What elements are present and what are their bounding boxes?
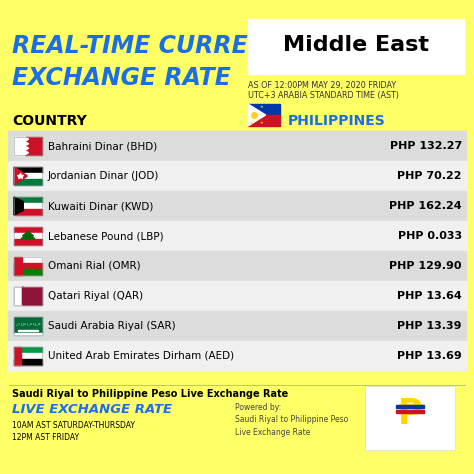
Bar bbox=[14, 317, 42, 335]
Text: ₱: ₱ bbox=[397, 397, 422, 431]
Polygon shape bbox=[22, 287, 26, 290]
Bar bbox=[14, 257, 22, 275]
Bar bbox=[14, 239, 42, 245]
Text: United Arab Emirates Dirham (AED): United Arab Emirates Dirham (AED) bbox=[48, 351, 234, 361]
Text: Lebanese Pound (LBP): Lebanese Pound (LBP) bbox=[48, 231, 164, 241]
Bar bbox=[8, 131, 466, 161]
Polygon shape bbox=[25, 142, 28, 146]
Bar bbox=[14, 347, 42, 353]
Bar bbox=[14, 137, 25, 155]
Bar bbox=[8, 221, 466, 251]
Bar bbox=[14, 137, 42, 155]
Bar bbox=[396, 410, 424, 413]
Bar bbox=[14, 287, 42, 305]
Text: AS OF 12:00PM MAY 29, 2020 FRIDAY: AS OF 12:00PM MAY 29, 2020 FRIDAY bbox=[248, 81, 396, 90]
Text: ★: ★ bbox=[249, 121, 253, 125]
Bar bbox=[14, 197, 42, 215]
Bar bbox=[14, 287, 22, 305]
Bar bbox=[8, 281, 466, 311]
Text: Saudi Arabia Riyal (SAR): Saudi Arabia Riyal (SAR) bbox=[48, 321, 176, 331]
Text: LIVE EXCHANGE RATE: LIVE EXCHANGE RATE bbox=[12, 403, 172, 416]
Polygon shape bbox=[25, 137, 28, 142]
Bar bbox=[14, 263, 42, 269]
Bar bbox=[14, 317, 42, 335]
Bar bbox=[14, 209, 42, 215]
Bar bbox=[14, 167, 42, 185]
Bar bbox=[14, 197, 42, 203]
Polygon shape bbox=[22, 290, 26, 292]
Text: PHP 132.27: PHP 132.27 bbox=[390, 141, 462, 151]
Bar bbox=[14, 233, 42, 239]
Bar bbox=[8, 341, 466, 371]
Text: EXCHANGE RATE: EXCHANGE RATE bbox=[12, 66, 231, 90]
Text: Bahraini Dinar (BHD): Bahraini Dinar (BHD) bbox=[48, 141, 157, 151]
Polygon shape bbox=[22, 300, 26, 302]
Text: PHP 162.24: PHP 162.24 bbox=[389, 201, 462, 211]
Text: PHP 129.90: PHP 129.90 bbox=[390, 261, 462, 271]
Text: ★: ★ bbox=[260, 121, 264, 125]
Text: ★: ★ bbox=[260, 105, 264, 109]
Polygon shape bbox=[14, 197, 23, 215]
Text: لا إله إلا الله: لا إله إلا الله bbox=[16, 322, 40, 326]
Bar bbox=[14, 257, 42, 275]
Bar bbox=[14, 333, 42, 335]
Bar bbox=[248, 115, 280, 126]
Bar bbox=[14, 227, 42, 233]
Text: Jordanian Dinar (JOD): Jordanian Dinar (JOD) bbox=[48, 171, 159, 181]
Polygon shape bbox=[21, 234, 35, 239]
Polygon shape bbox=[22, 302, 26, 305]
Bar bbox=[14, 287, 42, 305]
Text: PHP 0.033: PHP 0.033 bbox=[398, 231, 462, 241]
Text: PHILIPPINES: PHILIPPINES bbox=[288, 114, 386, 128]
Text: Saudi Riyal to Philippine Peso Live Exchange Rate: Saudi Riyal to Philippine Peso Live Exch… bbox=[12, 389, 288, 399]
FancyBboxPatch shape bbox=[365, 386, 455, 450]
Text: Qatari Riyal (QAR): Qatari Riyal (QAR) bbox=[48, 291, 143, 301]
Bar bbox=[14, 257, 42, 263]
Text: PHP 13.64: PHP 13.64 bbox=[397, 291, 462, 301]
Polygon shape bbox=[25, 146, 28, 151]
Polygon shape bbox=[22, 295, 26, 297]
Text: Powered by:
Saudi Riyal to Philippine Peso
Live Exchange Rate: Powered by: Saudi Riyal to Philippine Pe… bbox=[235, 403, 348, 437]
Bar bbox=[8, 161, 466, 191]
Text: Omani Rial (OMR): Omani Rial (OMR) bbox=[48, 261, 141, 271]
Bar bbox=[8, 191, 466, 221]
Text: PHP 70.22: PHP 70.22 bbox=[398, 171, 462, 181]
Polygon shape bbox=[22, 297, 26, 300]
Text: PHP 13.39: PHP 13.39 bbox=[398, 321, 462, 331]
Text: Middle East: Middle East bbox=[283, 35, 429, 55]
Bar bbox=[14, 347, 42, 365]
Bar bbox=[14, 359, 42, 365]
Bar bbox=[8, 251, 466, 281]
Bar bbox=[25, 137, 42, 155]
FancyBboxPatch shape bbox=[248, 19, 464, 74]
Bar bbox=[14, 173, 42, 179]
Bar bbox=[8, 311, 466, 341]
Polygon shape bbox=[22, 231, 34, 236]
Bar bbox=[14, 269, 42, 275]
Bar bbox=[14, 203, 42, 209]
Polygon shape bbox=[14, 167, 27, 185]
Bar bbox=[396, 404, 424, 408]
Text: REAL-TIME CURRENCY: REAL-TIME CURRENCY bbox=[12, 34, 302, 58]
Bar bbox=[18, 330, 38, 331]
Bar bbox=[14, 347, 21, 365]
Text: PHP 13.69: PHP 13.69 bbox=[397, 351, 462, 361]
Bar bbox=[248, 104, 280, 115]
Bar bbox=[14, 227, 42, 245]
Bar bbox=[14, 353, 42, 359]
Text: Kuwaiti Dinar (KWD): Kuwaiti Dinar (KWD) bbox=[48, 201, 154, 211]
Text: 10AM AST SATURDAY-THURSDAY
12PM AST FRIDAY: 10AM AST SATURDAY-THURSDAY 12PM AST FRID… bbox=[12, 421, 135, 443]
Bar bbox=[27, 237, 30, 239]
Polygon shape bbox=[22, 292, 26, 295]
Text: UTC+3 ARABIA STANDARD TIME (AST): UTC+3 ARABIA STANDARD TIME (AST) bbox=[248, 91, 399, 100]
Text: COUNTRY: COUNTRY bbox=[12, 114, 87, 128]
Bar bbox=[14, 167, 42, 173]
Polygon shape bbox=[248, 104, 265, 126]
Bar bbox=[14, 179, 42, 185]
Polygon shape bbox=[25, 151, 28, 155]
